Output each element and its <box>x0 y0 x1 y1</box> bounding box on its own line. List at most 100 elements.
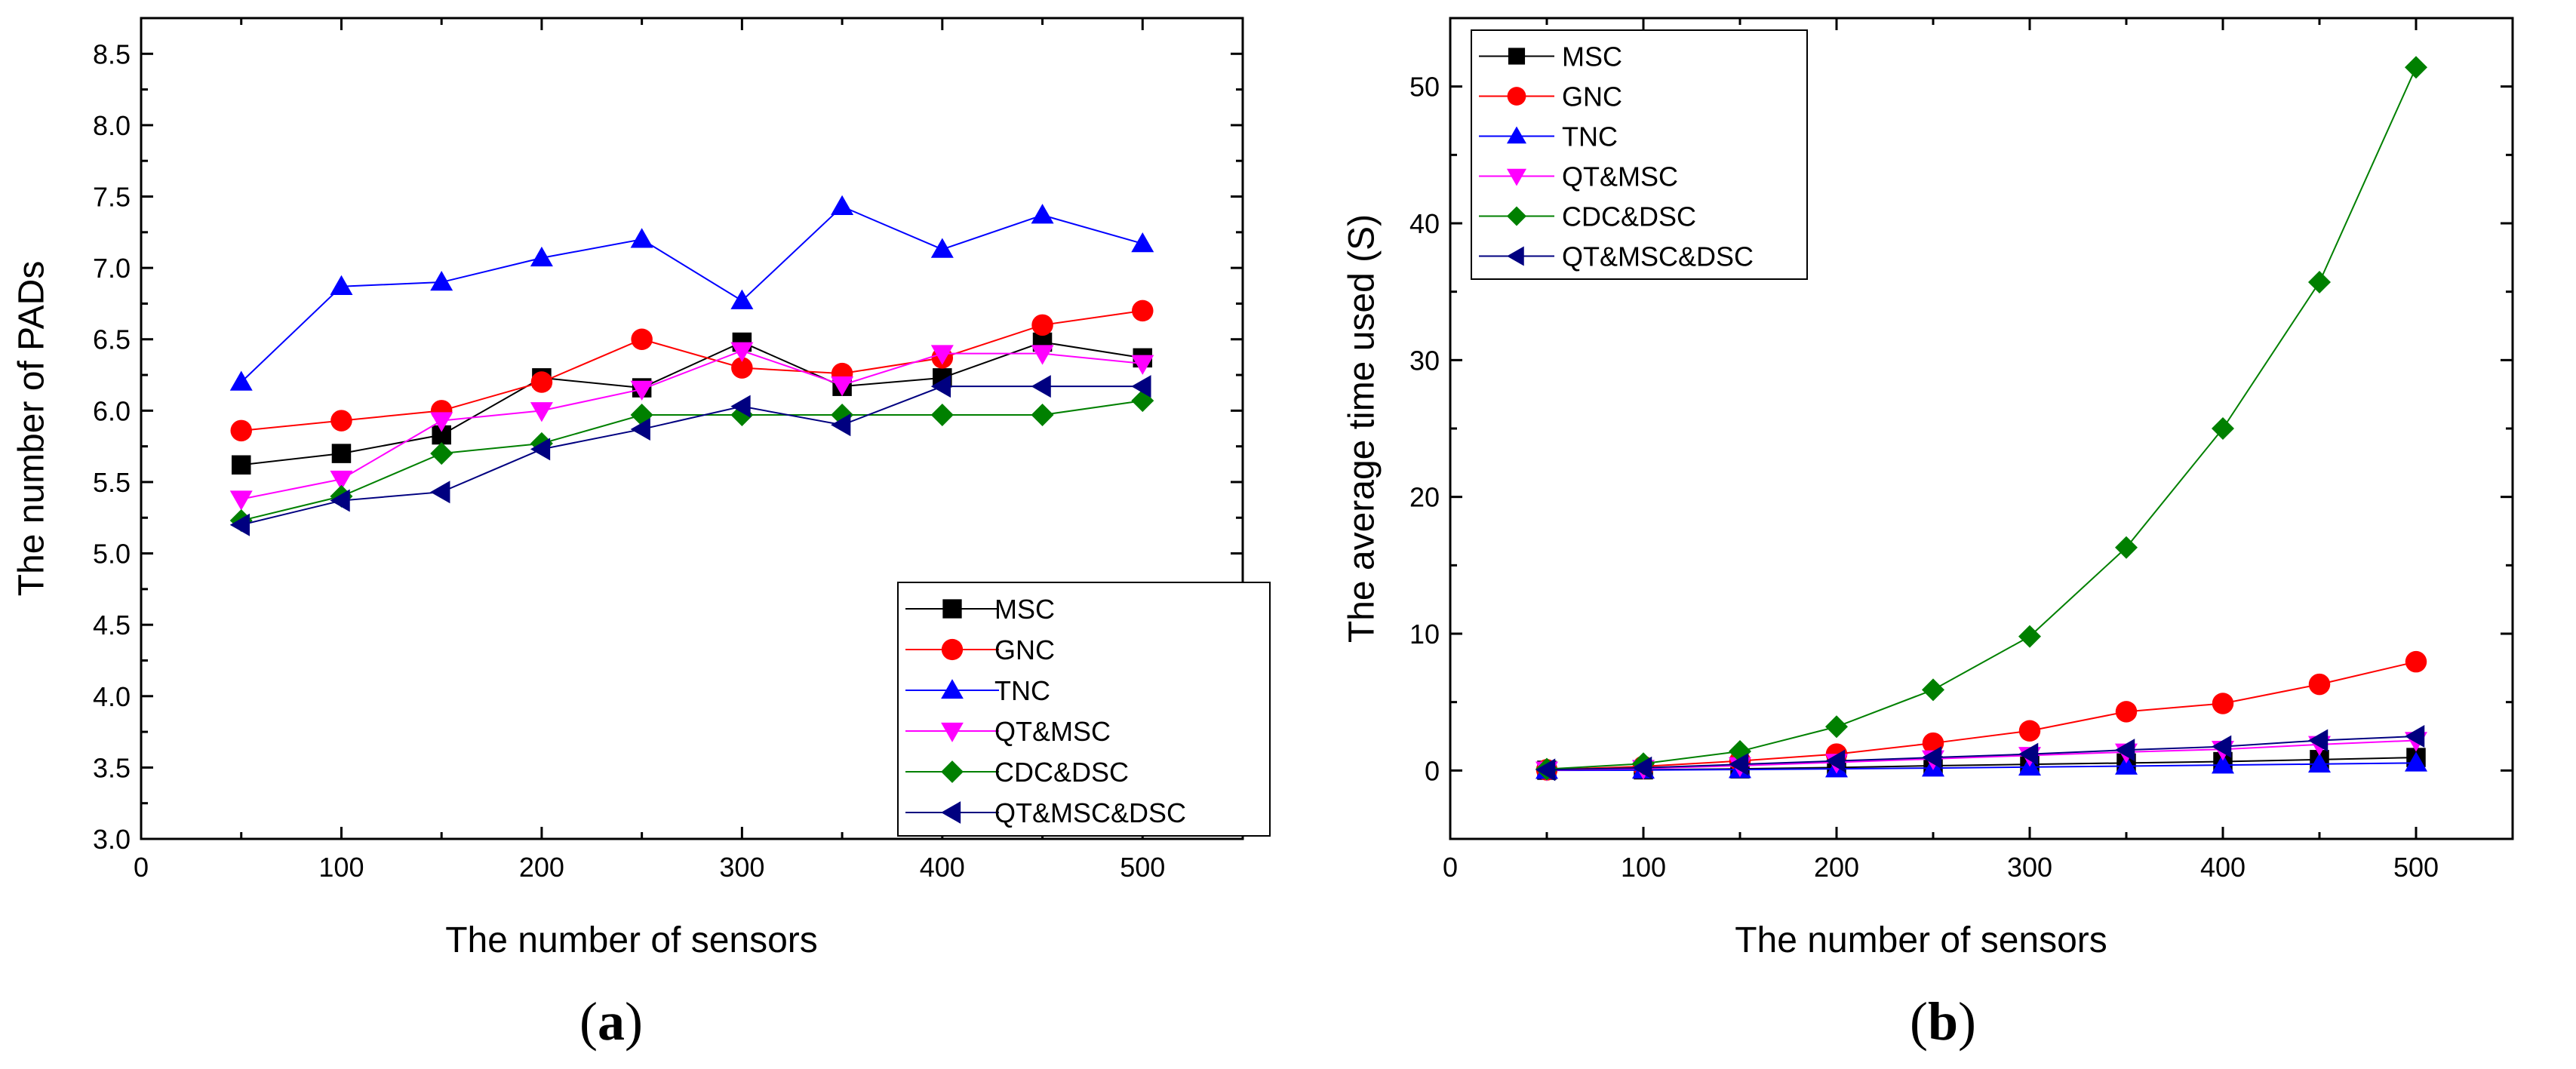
y-tick-label: 10 <box>1409 619 1440 650</box>
data-point <box>1031 375 1051 398</box>
data-point <box>330 275 353 295</box>
data-point <box>230 419 252 442</box>
data-point <box>1131 355 1154 375</box>
legend-label: TNC <box>1562 121 1618 152</box>
y-axis: 3.0 3.5 4.0 4.5 5.0 5.5 6.0 6.5 7.0 7.5 8.0 8.5 <box>93 38 1243 855</box>
x-axis-label: The number of sensors <box>1735 920 2107 960</box>
data-point <box>2212 735 2232 758</box>
legend-item-qt-and-msc-and-dsc: QT&MSC&DSC <box>905 797 1186 828</box>
legend-item-qt-and-msc: QT&MSC <box>1479 161 1678 192</box>
legend-item-gnc: GNC <box>1479 81 1622 112</box>
legend-marker <box>941 679 964 699</box>
series-line <box>241 309 1143 432</box>
data-point <box>1031 314 1053 336</box>
data-point <box>330 489 350 512</box>
data-point <box>1132 300 1154 322</box>
legend-item-tnc: TNC <box>905 675 1050 706</box>
legend-label: GNC <box>1562 81 1622 112</box>
y-axis: 0 10 20 30 40 50 <box>1409 72 2513 786</box>
legend-marker <box>941 722 964 742</box>
plot-frame <box>140 17 1244 840</box>
x-axis: 0 100 200 300 400 500 <box>1443 18 2439 883</box>
legend-marker <box>1506 168 1527 186</box>
data-point <box>2308 673 2331 696</box>
x-tick-label: 100 <box>1621 852 1666 883</box>
legend-label: QT&MSC <box>1562 161 1678 192</box>
data-point <box>2115 754 2138 775</box>
legend-box <box>897 582 1271 837</box>
data-point <box>2405 650 2427 673</box>
series-qt-and-msc <box>229 342 1154 511</box>
data-point <box>330 410 352 432</box>
data-point <box>1535 758 1556 782</box>
legend-label: GNC <box>994 634 1055 665</box>
series-line <box>1546 736 2417 771</box>
data-point <box>430 412 453 432</box>
y-axis-label: The number of PADs <box>12 261 52 597</box>
x-axis: 0 100 200 300 400 500 <box>134 18 1165 883</box>
data-point <box>430 271 453 291</box>
data-point <box>630 380 653 401</box>
data-point <box>2115 739 2135 762</box>
y-tick-label: 6.0 <box>93 395 131 426</box>
data-point <box>2308 270 2331 293</box>
y-tick-label: 5.0 <box>93 539 131 570</box>
data-point <box>430 481 450 504</box>
legend-marker <box>941 801 961 824</box>
data-point <box>730 395 751 418</box>
data-point <box>2018 625 2041 648</box>
series-qt-and-msc-and-dsc <box>1535 725 2425 782</box>
legend: MSC GNC TNC QT&MSC CDC&DSC QT&MSC&DSC <box>897 582 1271 837</box>
y-tick-label: 7.5 <box>93 182 131 213</box>
y-tick-label: 6.5 <box>93 324 131 355</box>
data-point <box>630 417 650 441</box>
legend-label: QT&MSC <box>994 716 1111 747</box>
legend-marker <box>941 638 964 661</box>
data-point <box>330 470 353 491</box>
data-point <box>331 444 352 463</box>
data-point <box>530 438 551 461</box>
series-line <box>241 341 1143 466</box>
data-point <box>2405 751 2427 772</box>
legend-marker <box>941 760 964 783</box>
y-tick-label: 4.0 <box>93 681 131 712</box>
legend-item-qt-and-msc-and-dsc: QT&MSC&DSC <box>1479 241 1754 272</box>
data-point <box>1922 746 1942 769</box>
legend-item-gnc: GNC <box>905 634 1055 665</box>
data-point <box>1131 375 1151 398</box>
data-point <box>2212 754 2234 774</box>
data-point <box>1031 345 1054 365</box>
data-point <box>831 413 851 437</box>
data-point <box>229 490 253 511</box>
series-cdc-and-dsc <box>1535 56 2427 781</box>
data-point <box>229 513 250 536</box>
series-tnc <box>229 195 1154 391</box>
x-tick-label: 400 <box>920 852 965 883</box>
series-line <box>241 386 1143 526</box>
y-tick-label: 4.5 <box>93 610 131 640</box>
data-point <box>1729 753 1749 776</box>
series-qt-and-msc <box>1535 732 2427 782</box>
series-line <box>1546 66 2417 770</box>
data-point <box>930 238 954 258</box>
data-point <box>1031 204 1054 224</box>
panel-label: (b) <box>1910 991 1976 1052</box>
legend-label: QT&MSC&DSC <box>1562 241 1754 272</box>
data-point <box>2405 56 2427 79</box>
data-point <box>1031 404 1054 427</box>
x-tick-label: 300 <box>2007 852 2052 883</box>
x-tick-label: 400 <box>2200 852 2246 883</box>
legend-item-cdc-and-dsc: CDC&DSC <box>1479 201 1696 232</box>
y-tick-label: 30 <box>1409 345 1440 376</box>
x-tick-label: 100 <box>318 852 364 883</box>
data-point <box>930 375 951 398</box>
chart-a-number-of-pads: 0 100 200 300 400 500 3.0 3.5 4.0 4.5 5.0 5.5 6.0 6.5… <box>12 17 1271 1052</box>
data-point <box>1632 756 1652 779</box>
y-tick-label: 8.0 <box>93 110 131 141</box>
legend-item-tnc: TNC <box>1479 121 1618 152</box>
legend-label: MSC <box>1562 41 1622 72</box>
data-point <box>430 442 453 465</box>
legend-marker <box>1507 87 1526 106</box>
data-point <box>831 376 854 397</box>
x-tick-label: 500 <box>1120 852 1165 883</box>
